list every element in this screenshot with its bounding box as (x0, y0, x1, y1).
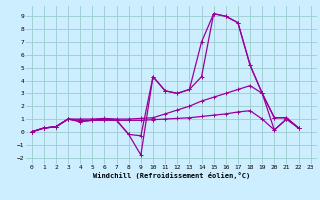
X-axis label: Windchill (Refroidissement éolien,°C): Windchill (Refroidissement éolien,°C) (92, 172, 250, 179)
